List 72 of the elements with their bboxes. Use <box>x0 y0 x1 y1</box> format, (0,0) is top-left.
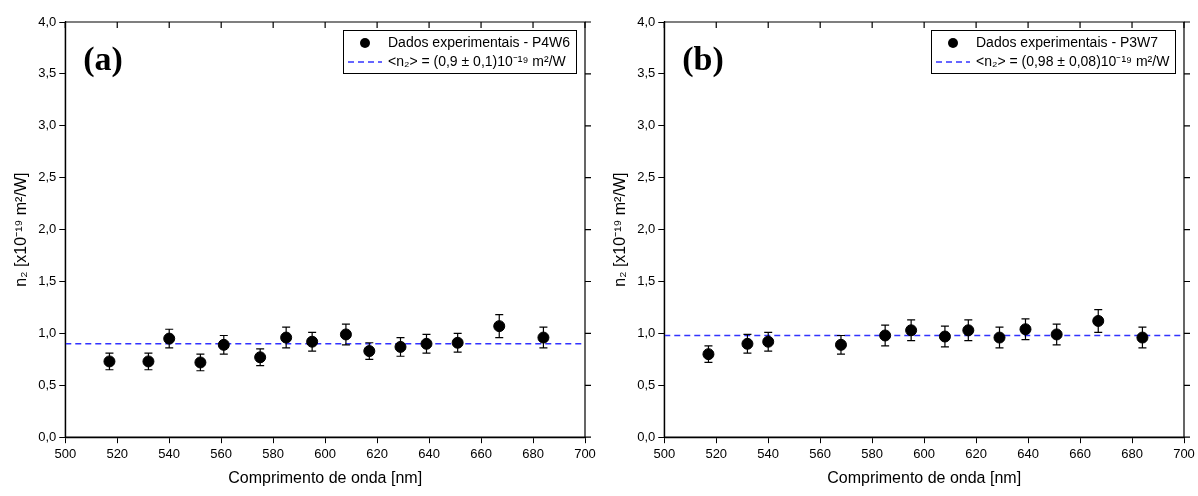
x-tick-label: 560 <box>809 445 832 461</box>
y-tick-label: 4,0 <box>38 13 57 29</box>
y-tick-label: 0,5 <box>38 376 57 392</box>
y-tick-label: 1,0 <box>637 324 656 340</box>
y-tick-label: 0,0 <box>38 428 57 444</box>
annotation: (a) <box>83 40 123 78</box>
y-tick-label: 2,5 <box>637 169 656 185</box>
y-tick-label: 4,0 <box>637 13 656 29</box>
x-tick-label: 700 <box>1173 445 1195 461</box>
x-tick-label: 660 <box>470 445 492 461</box>
point <box>834 338 847 351</box>
point <box>163 332 176 345</box>
y-axis-title: n₂ [x10⁻¹⁹ m²/W] <box>611 172 629 287</box>
y-axis-title: n₂ [x10⁻¹⁹ m²/W] <box>12 172 30 287</box>
x-tick-label: 620 <box>366 445 388 461</box>
x-axis-title: Comprimento de onda [nm] <box>827 468 1022 486</box>
y-tick-label: 1,0 <box>38 324 57 340</box>
point <box>741 337 754 350</box>
x-axis-title: Comprimento de onda [nm] <box>228 468 423 486</box>
x-tick-label: 540 <box>757 445 780 461</box>
point <box>280 331 293 344</box>
point <box>339 328 352 341</box>
y-tick-label: 1,5 <box>38 273 57 289</box>
x-tick-label: 580 <box>861 445 884 461</box>
y-tick-label: 3,0 <box>38 117 57 133</box>
point <box>420 337 433 350</box>
point <box>993 331 1006 344</box>
point <box>962 324 975 337</box>
y-tick-label: 2,0 <box>38 221 57 237</box>
point <box>451 336 464 349</box>
point <box>938 330 951 343</box>
annotation: (b) <box>682 40 724 78</box>
y-tick-label: 3,5 <box>38 65 57 81</box>
legend-label: Dados experimentais - P3W7 <box>976 33 1159 52</box>
x-tick-label: 680 <box>522 445 544 461</box>
point <box>1136 331 1149 344</box>
y-tick-label: 3,5 <box>637 65 656 81</box>
legend-label: Dados experimentais - P4W6 <box>388 33 571 52</box>
point <box>493 320 506 333</box>
x-tick-label: 500 <box>653 445 676 461</box>
x-tick-label: 540 <box>158 445 181 461</box>
x-tick-label: 700 <box>574 445 596 461</box>
point <box>762 335 775 348</box>
legend-label: <n₂> = (0,9 ± 0,1)10⁻¹⁹ m²/W <box>388 52 566 71</box>
x-tick-label: 560 <box>210 445 233 461</box>
x-tick-label: 640 <box>1017 445 1039 461</box>
y-tick-label: 0,5 <box>637 376 656 392</box>
x-tick-label: 620 <box>965 445 987 461</box>
point <box>537 331 550 344</box>
x-tick-label: 640 <box>418 445 440 461</box>
x-tick-label: 500 <box>54 445 77 461</box>
point <box>1092 314 1105 327</box>
point <box>217 338 230 351</box>
point <box>905 324 918 337</box>
x-tick-label: 580 <box>262 445 285 461</box>
x-tick-label: 600 <box>913 445 935 461</box>
x-tick-label: 520 <box>705 445 728 461</box>
point <box>394 340 407 353</box>
y-tick-label: 3,0 <box>637 117 656 133</box>
point <box>1050 328 1063 341</box>
legend-label: <n₂> = (0,98 ± 0,08)10⁻¹⁹ m²/W <box>976 52 1170 71</box>
y-tick-label: 2,5 <box>38 169 57 185</box>
x-tick-label: 660 <box>1069 445 1091 461</box>
point <box>879 329 892 342</box>
y-tick-label: 2,0 <box>637 221 656 237</box>
point <box>306 335 319 348</box>
x-tick-label: 600 <box>314 445 336 461</box>
y-tick-label: 0,0 <box>637 428 656 444</box>
y-tick-label: 1,5 <box>637 273 656 289</box>
point <box>1019 323 1032 336</box>
x-tick-label: 680 <box>1121 445 1143 461</box>
x-tick-label: 520 <box>106 445 129 461</box>
